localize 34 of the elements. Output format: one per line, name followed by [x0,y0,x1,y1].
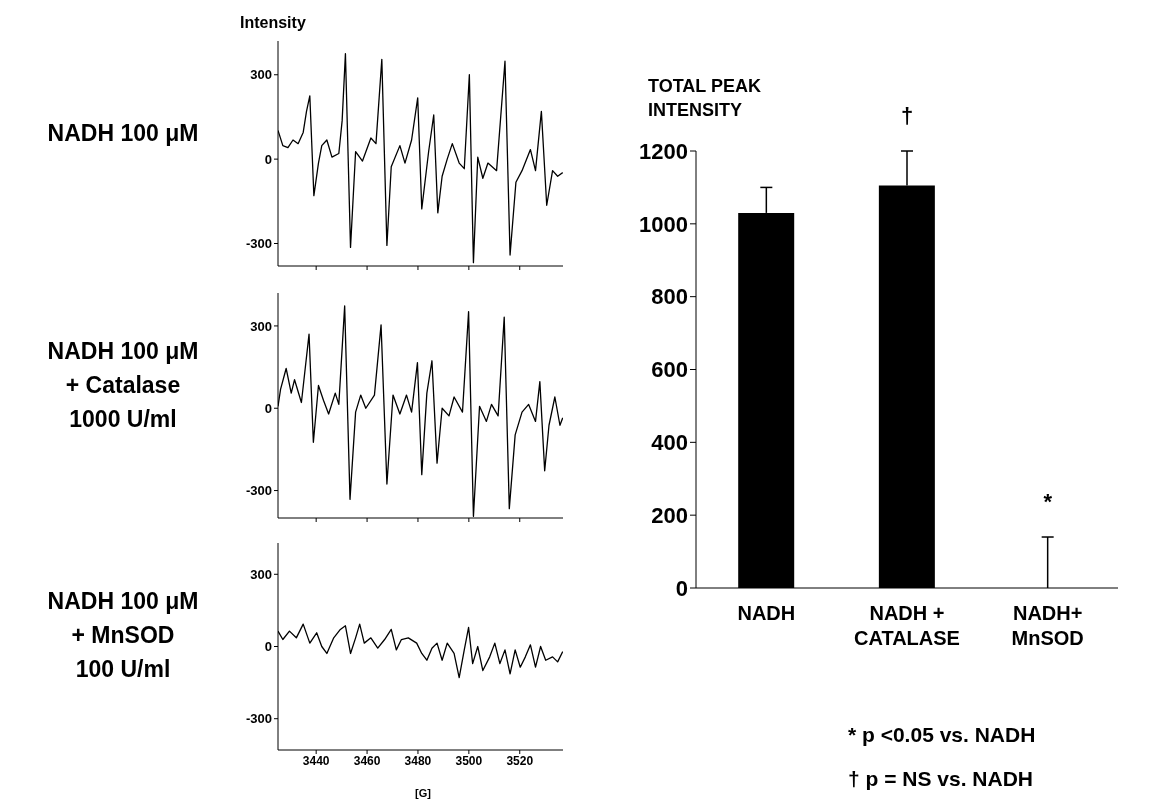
y-tick-label: -300 [245,711,272,727]
text: † p = NS vs. NADH [848,767,1033,791]
x-tick-label: NADH+ MnSOD [1011,602,1084,649]
y-tick-label: 400 [651,430,688,456]
y-tick-label: 0 [264,400,272,416]
text: NADH 100 μM + Catalase 1000 U/ml [46,337,200,434]
x-axis-title: [G] [414,787,432,799]
x-tick-label: 3460 [353,753,381,768]
annotation: † [900,103,914,128]
y-tick-label: 0 [264,151,272,167]
x-tick-label: NADH + CATALASE [854,602,960,649]
text: * p <0.05 vs. NADH [848,723,1036,747]
x-tick-label: 3500 [455,753,483,768]
x-tick-label: 3520 [506,753,534,768]
text: NADH 100 μM [46,119,200,148]
y-tick-label: -300 [245,236,272,252]
y-tick-label: 1000 [639,211,688,237]
y-tick-label: -300 [245,483,272,499]
y-tick-label: 800 [651,284,688,310]
y-tick-label: 0 [675,575,688,601]
y-tick-label: 0 [264,639,272,655]
y-tick-label: 1200 [639,138,688,164]
x-tick-label: 3440 [302,753,330,768]
y-tick-label: 300 [250,566,272,582]
y-tick-label: 300 [250,67,272,83]
y-tick-label: 300 [250,318,272,334]
y-axis-title: TOTAL PEAK INTENSITY [648,75,762,122]
y-tick-label: 200 [651,502,688,528]
y-axis-title: Intensity [240,14,306,32]
y-tick-label: 600 [651,357,688,383]
text: NADH 100 μM + MnSOD 100 U/ml [46,587,200,684]
annotation: * [1043,489,1053,515]
x-tick-label: NADH [737,602,796,624]
x-tick-label: 3480 [404,753,432,768]
